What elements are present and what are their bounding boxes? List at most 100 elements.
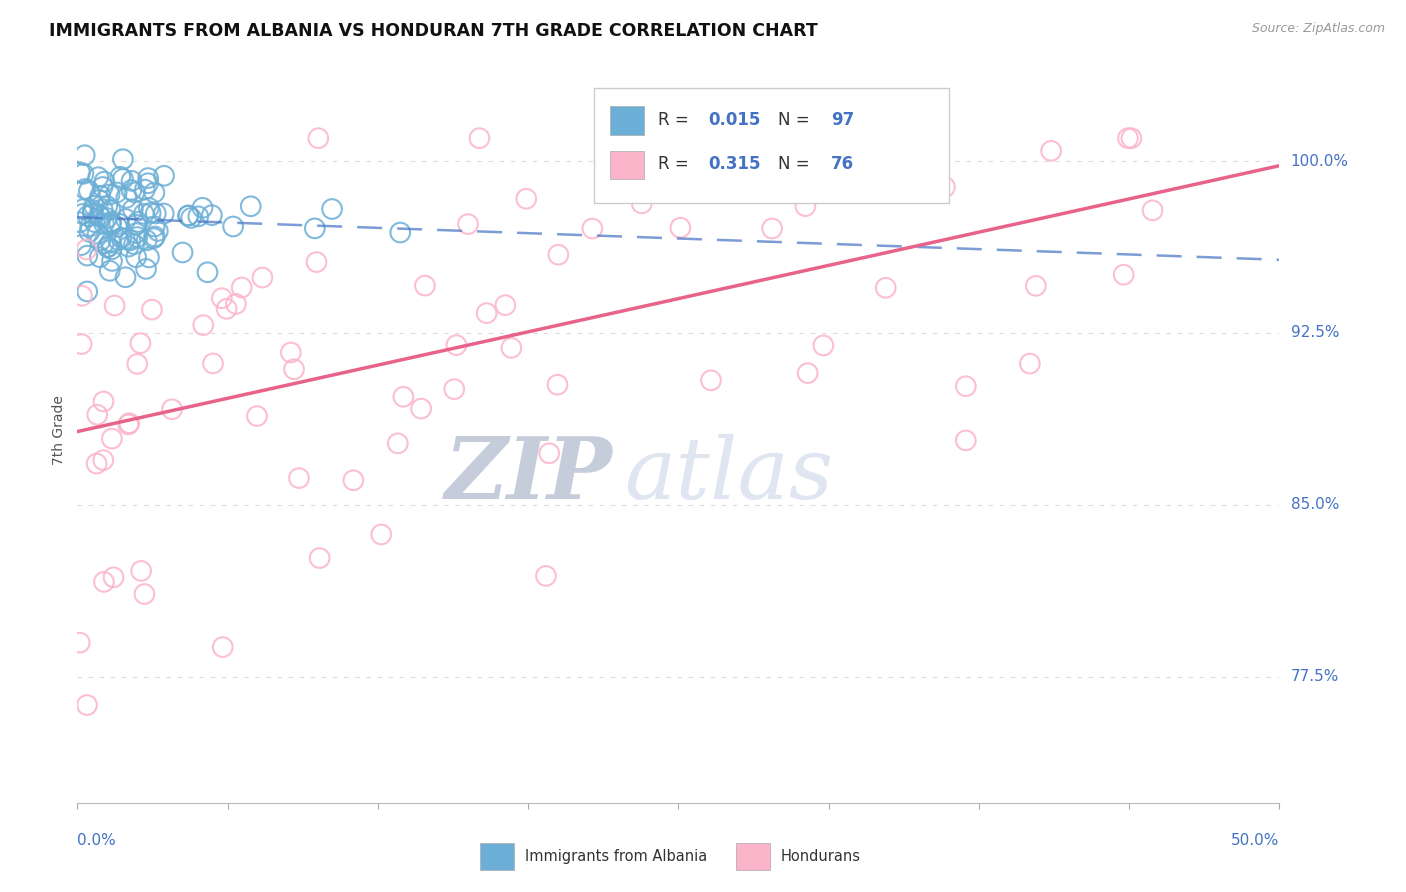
Point — [79, 219, 101, 234]
Point — [93, 394, 115, 409]
Point — [761, 221, 783, 235]
Point — [215, 301, 238, 316]
Point — [443, 382, 465, 396]
Point — [70, 337, 93, 351]
Point — [1116, 131, 1139, 145]
Point — [135, 233, 157, 247]
Point — [538, 446, 561, 460]
Point — [79, 225, 101, 239]
Point — [97, 240, 120, 254]
Text: 97: 97 — [831, 111, 855, 128]
Point — [796, 366, 818, 380]
Point — [231, 280, 253, 294]
FancyBboxPatch shape — [737, 843, 769, 870]
Point — [76, 243, 98, 257]
Point — [105, 219, 128, 234]
Point — [77, 184, 100, 198]
Text: 0.015: 0.015 — [709, 111, 761, 128]
Point — [69, 165, 91, 179]
FancyBboxPatch shape — [610, 151, 644, 179]
Point — [87, 170, 110, 185]
Point — [581, 221, 603, 235]
Point — [370, 527, 392, 541]
Point — [117, 239, 139, 253]
Point — [93, 216, 115, 230]
Text: 77.5%: 77.5% — [1291, 669, 1339, 684]
Point — [121, 174, 143, 188]
Text: 0.315: 0.315 — [709, 155, 761, 173]
Point — [120, 183, 142, 197]
Point — [89, 250, 111, 264]
Point — [76, 698, 98, 712]
Point — [304, 221, 326, 235]
Point — [515, 192, 537, 206]
Point — [96, 199, 118, 213]
Y-axis label: 7th Grade: 7th Grade — [52, 395, 66, 466]
Point — [630, 196, 652, 211]
Text: Source: ZipAtlas.com: Source: ZipAtlas.com — [1251, 22, 1385, 36]
Point — [100, 202, 122, 217]
Point — [411, 401, 433, 416]
Point — [1142, 203, 1164, 218]
Point — [132, 207, 155, 221]
Point — [127, 357, 149, 371]
Point — [152, 206, 174, 220]
Point — [1025, 278, 1047, 293]
Text: 100.0%: 100.0% — [1291, 153, 1348, 169]
Point — [307, 131, 329, 145]
Point — [105, 186, 128, 200]
Point — [76, 285, 98, 299]
Point — [69, 215, 91, 229]
Point — [100, 218, 122, 232]
Text: 85.0%: 85.0% — [1291, 498, 1339, 512]
Point — [124, 186, 146, 200]
Point — [138, 201, 160, 215]
Point — [70, 289, 93, 303]
Point — [143, 219, 166, 234]
Point — [118, 416, 141, 430]
Point — [97, 240, 120, 254]
Point — [280, 345, 302, 359]
Point — [110, 169, 132, 184]
Point — [145, 206, 167, 220]
Point — [83, 199, 105, 213]
Point — [93, 574, 115, 589]
Text: 50.0%: 50.0% — [1232, 833, 1279, 848]
Point — [239, 199, 262, 213]
Point — [794, 199, 817, 213]
Text: R =: R = — [658, 111, 695, 128]
Point — [457, 217, 479, 231]
Point — [98, 264, 121, 278]
Text: Immigrants from Albania: Immigrants from Albania — [524, 849, 707, 864]
Point — [91, 180, 114, 194]
Point — [121, 202, 143, 217]
Point — [72, 167, 94, 181]
Point — [104, 299, 127, 313]
Point — [120, 233, 142, 247]
Point — [98, 187, 121, 202]
Point — [82, 206, 104, 220]
Point — [1018, 357, 1040, 371]
Point — [413, 278, 436, 293]
Point — [100, 235, 122, 250]
Point — [129, 336, 152, 351]
Text: IMMIGRANTS FROM ALBANIA VS HONDURAN 7TH GRADE CORRELATION CHART: IMMIGRANTS FROM ALBANIA VS HONDURAN 7TH … — [49, 22, 818, 40]
Point — [172, 245, 194, 260]
Point — [89, 208, 111, 222]
Point — [534, 569, 557, 583]
Point — [115, 212, 138, 227]
Point — [108, 217, 131, 231]
Text: 76: 76 — [831, 155, 855, 173]
Point — [387, 436, 409, 450]
Point — [76, 209, 98, 223]
Point — [136, 176, 159, 190]
Point — [103, 570, 125, 584]
Point — [222, 219, 245, 234]
Point — [125, 250, 148, 264]
Point — [177, 209, 200, 223]
Point — [202, 356, 225, 370]
Point — [142, 231, 165, 245]
Point — [191, 201, 214, 215]
Point — [117, 417, 139, 432]
Point — [100, 215, 122, 229]
